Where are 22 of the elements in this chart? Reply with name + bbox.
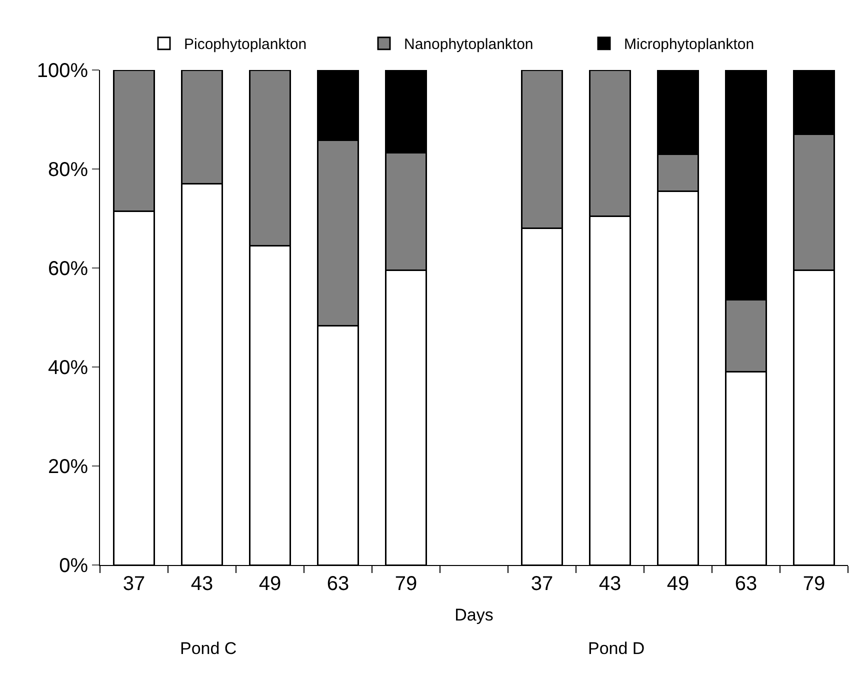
x-tick-label: 49 bbox=[258, 573, 282, 595]
text: Pond C bbox=[180, 639, 237, 658]
legend-label: Nanophytoplankton bbox=[404, 36, 534, 54]
x-tick-label: 37 bbox=[122, 573, 146, 595]
x-tick-label: 37 bbox=[530, 573, 554, 595]
x-tick-label: 49 bbox=[666, 573, 690, 595]
y-tick-label: 40% bbox=[48, 357, 88, 379]
y-tick-label: 60% bbox=[48, 258, 88, 280]
y-tick-label: 80% bbox=[48, 159, 88, 181]
x-tick-label: 43 bbox=[190, 573, 214, 595]
x-tick-label: 79 bbox=[394, 573, 418, 595]
x-tick-label: 63 bbox=[326, 573, 350, 595]
y-tick-label: 20% bbox=[48, 456, 88, 478]
y-tick-label: 100% bbox=[36, 60, 88, 82]
y-tick-label: 0% bbox=[59, 555, 88, 577]
x-axis-title: Days bbox=[454, 605, 494, 624]
x-tick-label: 79 bbox=[802, 573, 826, 595]
legend-label: Picophytoplankton bbox=[184, 36, 307, 54]
x-tick-label: 43 bbox=[598, 573, 622, 595]
x-tick-label: 63 bbox=[734, 573, 758, 595]
legend-label: Microphytoplankton bbox=[624, 36, 754, 54]
text: Pond D bbox=[588, 639, 645, 658]
